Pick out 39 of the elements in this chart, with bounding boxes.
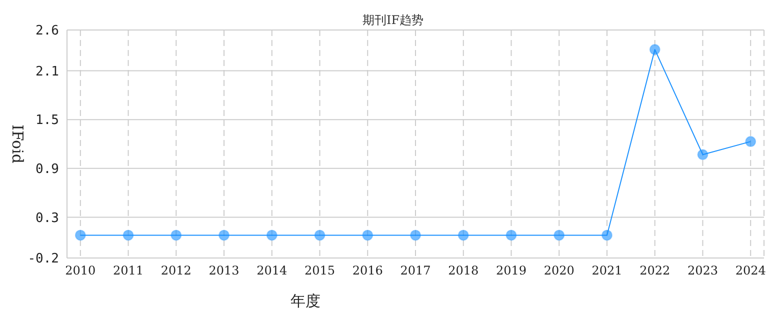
point xyxy=(745,136,756,148)
point xyxy=(601,230,612,241)
y-tick-label: 0.3 xyxy=(36,210,59,226)
x-tick-label: 2017 xyxy=(400,264,431,278)
x-tick-label: 2011 xyxy=(113,264,144,278)
x-axis-title: 年度 xyxy=(290,292,320,310)
x-tick-label: 2010 xyxy=(65,264,96,278)
y-tick-label: 2.1 xyxy=(36,64,59,80)
point xyxy=(410,230,421,241)
y-tick-label: 0.9 xyxy=(36,162,59,178)
x-tick-label: 2014 xyxy=(256,264,288,278)
x-tick-label: 2020 xyxy=(544,264,574,278)
point xyxy=(649,44,660,56)
point xyxy=(458,230,469,241)
x-tick-label: 2018 xyxy=(448,264,479,278)
point xyxy=(170,230,182,241)
point xyxy=(74,230,86,241)
point xyxy=(122,230,134,241)
x-tick-label: 2015 xyxy=(304,264,336,278)
x-tick-label: 2016 xyxy=(352,264,383,278)
x-tick-label: 2012 xyxy=(160,264,192,278)
chart-title: 期刊IF趋势 xyxy=(362,13,424,27)
x-tick-label: 2024 xyxy=(735,264,766,278)
x-tick-label: 2019 xyxy=(496,264,527,278)
point xyxy=(697,149,708,160)
point xyxy=(362,230,374,241)
point xyxy=(218,230,230,241)
y-axis-title: IFoid xyxy=(8,124,27,164)
y-tick-label: 1.5 xyxy=(36,113,59,128)
x-tick-label: 2013 xyxy=(208,264,240,278)
point xyxy=(506,230,517,241)
y-tick-label: 2.6 xyxy=(36,24,59,39)
x-tick-label: 2023 xyxy=(687,264,718,278)
point xyxy=(266,230,278,241)
x-tick-label: 2022 xyxy=(640,264,670,278)
y-tick-label: -0.2 xyxy=(28,252,59,267)
point xyxy=(554,230,565,241)
x-tick-label: 2021 xyxy=(592,264,622,278)
point xyxy=(314,230,326,241)
